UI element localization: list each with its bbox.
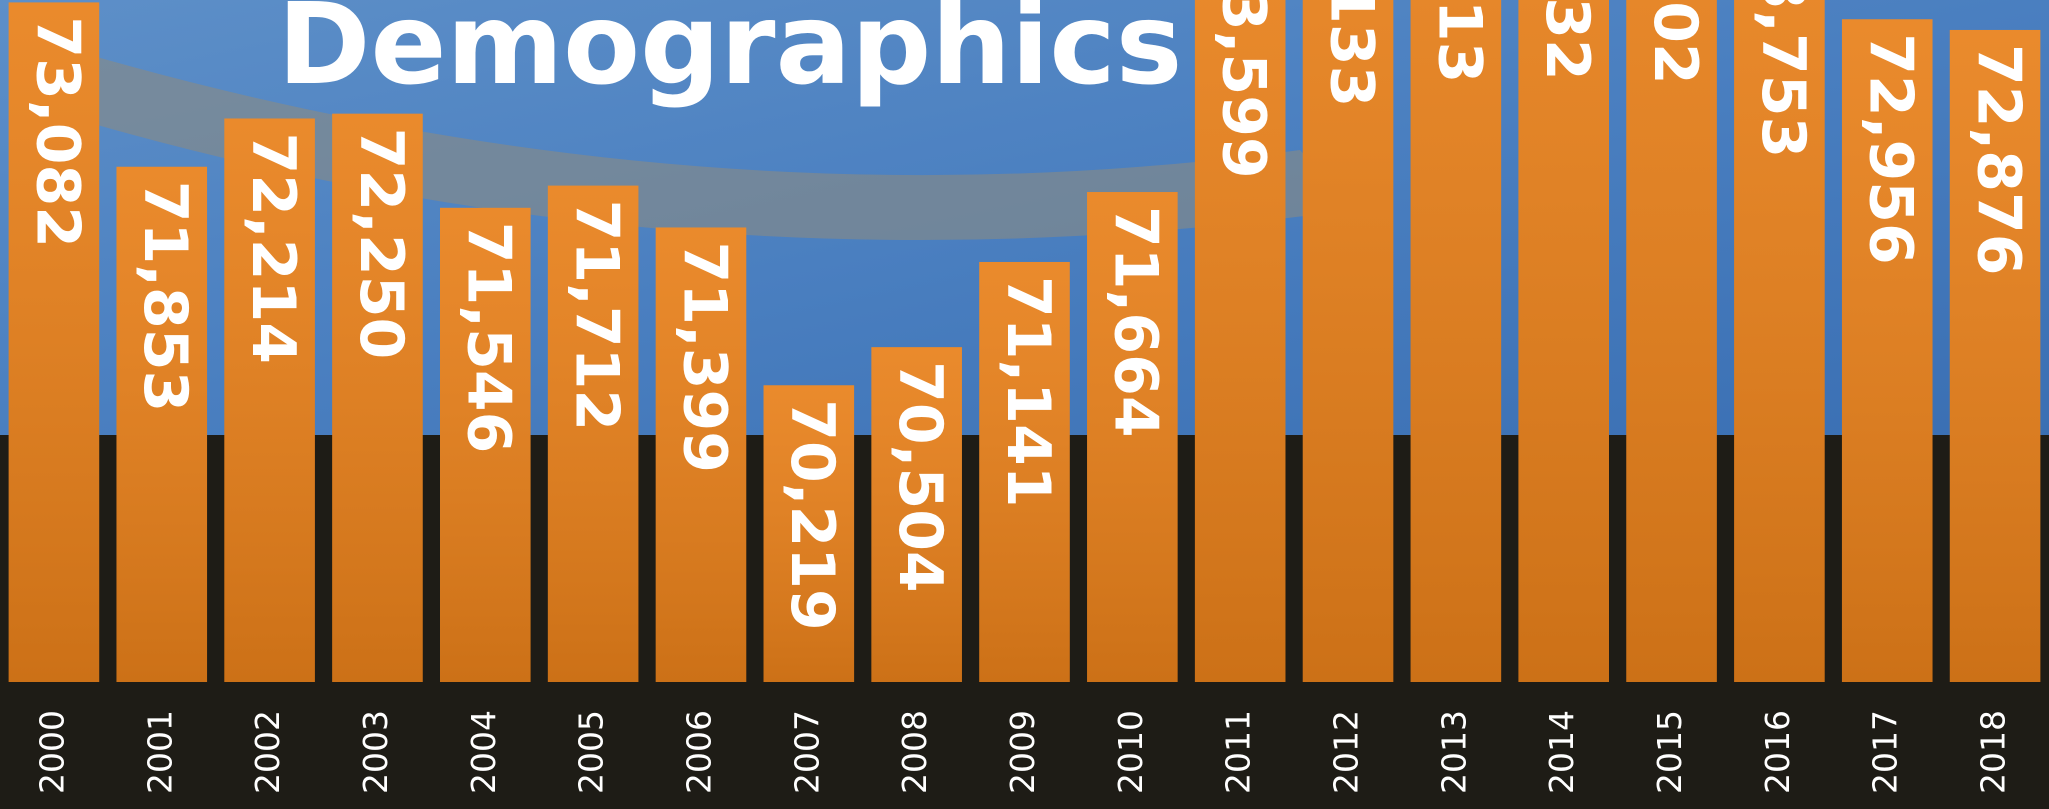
x-tick-label: 2000	[32, 710, 71, 794]
x-tick-label: 2009	[1003, 710, 1042, 794]
x-tick-label: 2012	[1327, 710, 1366, 794]
x-tick-label: 2001	[140, 710, 179, 794]
x-tick-label: 2005	[572, 710, 611, 794]
x-tick-label: 2014	[1542, 710, 1581, 794]
value-label: 71,546	[454, 222, 524, 454]
chart-title: Demographics	[278, 0, 1183, 110]
value-label: 71,399	[669, 241, 739, 473]
x-tick-label: 2011	[1219, 710, 1258, 794]
value-label: 72,250	[346, 128, 416, 360]
x-tick-label: 2006	[679, 710, 718, 794]
value-label: 71,141	[993, 276, 1063, 508]
value-label: 73,082	[22, 16, 92, 248]
value-label: 71,712	[562, 200, 632, 432]
x-tick-label: 2015	[1650, 710, 1689, 794]
value-label: 70,504	[885, 361, 955, 593]
x-tick-label: 2002	[248, 710, 287, 794]
x-tick-label: 2004	[464, 710, 503, 794]
page: 73,082 2000 71,853 2001 72,214 2002 72,250 2003…	[0, 0, 2049, 809]
bar	[1518, 0, 1609, 682]
x-tick-label: 2007	[787, 710, 826, 794]
value-label: 74,332	[1532, 0, 1602, 81]
x-tick-label: 2003	[356, 710, 395, 794]
bar	[1626, 0, 1717, 682]
value-label: 74,302	[1640, 0, 1710, 85]
value-label: 73,753	[1748, 0, 1818, 158]
value-label: 70,219	[777, 399, 847, 631]
value-label: 72,956	[1856, 33, 1926, 265]
x-tick-label: 2008	[895, 710, 934, 794]
value-label: 72,876	[1963, 44, 2033, 276]
chart: 73,082 2000 71,853 2001 72,214 2002 72,250 2003…	[0, 0, 2049, 809]
x-tick-label: 2017	[1866, 710, 1905, 794]
value-label: 74,133	[1316, 0, 1386, 107]
value-label: 71,853	[130, 181, 200, 413]
x-tick-label: 2010	[1111, 710, 1150, 794]
bar	[1411, 0, 1502, 682]
value-label: 72,214	[238, 132, 308, 364]
x-tick-label: 2013	[1434, 710, 1473, 794]
value-label: 73,599	[1209, 0, 1279, 179]
value-label: 71,664	[1101, 206, 1171, 438]
x-tick-label: 2016	[1758, 710, 1797, 794]
x-tick-label: 2018	[1974, 710, 2013, 794]
value-label: 74,313	[1424, 0, 1494, 83]
